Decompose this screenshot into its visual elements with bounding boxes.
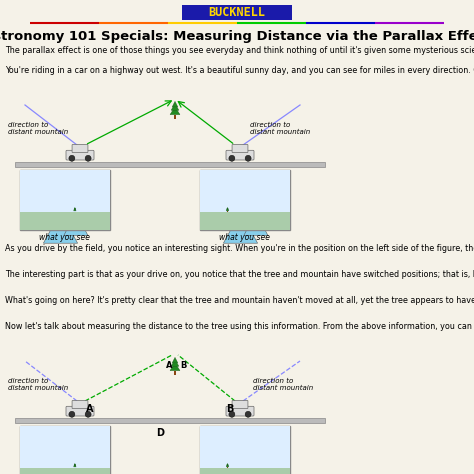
FancyBboxPatch shape — [66, 406, 94, 416]
Text: A: A — [86, 404, 94, 414]
Polygon shape — [73, 209, 76, 211]
Bar — [173, 371, 176, 375]
Text: B: B — [226, 404, 234, 414]
FancyBboxPatch shape — [66, 150, 94, 160]
Polygon shape — [74, 464, 76, 466]
FancyBboxPatch shape — [226, 406, 254, 416]
Polygon shape — [55, 468, 66, 474]
Bar — [200, 426, 290, 468]
FancyBboxPatch shape — [72, 401, 88, 409]
Polygon shape — [73, 465, 76, 467]
Circle shape — [229, 411, 235, 417]
FancyBboxPatch shape — [232, 145, 248, 153]
Polygon shape — [172, 357, 178, 363]
Polygon shape — [235, 212, 246, 221]
Bar — [200, 468, 290, 474]
Text: Now let's talk about measuring the distance to the tree using this information. : Now let's talk about measuring the dista… — [5, 322, 474, 331]
Text: what you see: what you see — [219, 233, 271, 242]
Bar — [74, 211, 75, 212]
Polygon shape — [170, 363, 180, 371]
Text: A: A — [166, 361, 172, 370]
Text: BUCKNELL: BUCKNELL — [209, 6, 265, 19]
Polygon shape — [171, 360, 179, 366]
Polygon shape — [74, 464, 75, 465]
Circle shape — [245, 155, 251, 161]
Polygon shape — [244, 212, 268, 236]
Text: The parallax effect is one of those things you see everyday and think nothing of: The parallax effect is one of those thin… — [5, 46, 474, 55]
Bar — [200, 426, 290, 474]
Polygon shape — [44, 212, 78, 243]
Text: direction to
distant mountain: direction to distant mountain — [8, 122, 68, 135]
Polygon shape — [235, 468, 246, 474]
Bar — [15, 162, 325, 167]
Circle shape — [85, 411, 91, 417]
Bar — [74, 467, 75, 468]
Bar — [15, 418, 325, 423]
Text: As you drive by the field, you notice an interesting sight. When you're in the p: As you drive by the field, you notice an… — [5, 244, 474, 253]
Circle shape — [69, 411, 75, 417]
Circle shape — [69, 155, 75, 161]
Bar — [200, 170, 290, 230]
Circle shape — [85, 155, 91, 161]
Bar — [173, 115, 176, 119]
Polygon shape — [171, 104, 179, 110]
Text: direction to
distant mountain: direction to distant mountain — [253, 378, 313, 391]
Polygon shape — [227, 208, 228, 209]
Polygon shape — [226, 209, 229, 211]
Text: What's going on here? It's pretty clear that the tree and mountain haven't moved: What's going on here? It's pretty clear … — [5, 296, 474, 305]
Bar — [182, 5, 292, 20]
Bar — [20, 170, 110, 212]
Polygon shape — [227, 208, 228, 210]
Bar — [227, 211, 228, 212]
Polygon shape — [227, 464, 228, 465]
Bar — [20, 468, 110, 474]
Polygon shape — [223, 212, 257, 243]
Polygon shape — [170, 107, 180, 115]
Text: direction to
distant mountain: direction to distant mountain — [8, 378, 68, 391]
Bar — [20, 426, 110, 474]
Polygon shape — [64, 468, 88, 474]
Circle shape — [245, 411, 251, 417]
Text: B: B — [180, 361, 186, 370]
Polygon shape — [74, 208, 76, 210]
Polygon shape — [226, 465, 229, 467]
Bar — [227, 467, 228, 468]
Bar — [20, 212, 110, 230]
Bar — [20, 426, 110, 468]
Text: what you see: what you see — [39, 233, 91, 242]
Bar — [20, 170, 110, 230]
Polygon shape — [64, 212, 88, 236]
Text: direction to
distant mountain: direction to distant mountain — [250, 122, 310, 135]
Bar — [200, 170, 290, 212]
Polygon shape — [44, 468, 78, 474]
Circle shape — [229, 155, 235, 161]
Text: The interesting part is that as your drive on, you notice that the tree and moun: The interesting part is that as your dri… — [5, 270, 474, 279]
Polygon shape — [223, 468, 257, 474]
Text: You're riding in a car on a highway out west. It's a beautiful sunny day, and yo: You're riding in a car on a highway out … — [5, 66, 474, 75]
Polygon shape — [227, 464, 228, 466]
Polygon shape — [55, 212, 66, 221]
FancyBboxPatch shape — [226, 150, 254, 160]
FancyBboxPatch shape — [232, 401, 248, 409]
Bar — [200, 212, 290, 230]
Text: D: D — [156, 428, 164, 438]
FancyBboxPatch shape — [72, 145, 88, 153]
Polygon shape — [244, 468, 268, 474]
Polygon shape — [172, 101, 178, 107]
Text: Astronomy 101 Specials: Measuring Distance via the Parallax Effect: Astronomy 101 Specials: Measuring Distan… — [0, 30, 474, 43]
Polygon shape — [74, 208, 75, 209]
